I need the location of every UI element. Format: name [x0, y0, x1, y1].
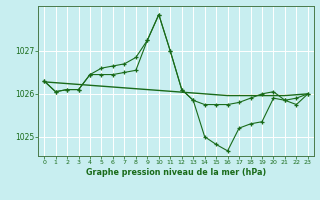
X-axis label: Graphe pression niveau de la mer (hPa): Graphe pression niveau de la mer (hPa) — [86, 168, 266, 177]
